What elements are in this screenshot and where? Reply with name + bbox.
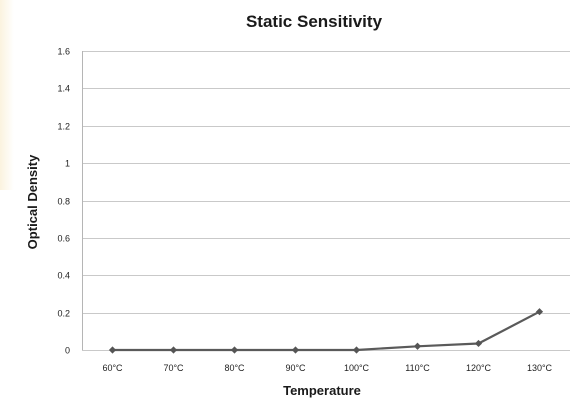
y-tick-label: 1.4: [57, 84, 70, 94]
data-point: [352, 346, 361, 354]
x-tick-labels: 60°C 70°C 80°C 90°C 100°C 110°C 120°C 130°C: [102, 363, 552, 373]
y-tick-label: 0.8: [57, 197, 70, 207]
x-tick-label: 100°C: [344, 363, 370, 373]
x-tick-label: 110°C: [405, 363, 430, 373]
x-tick-label: 60°C: [102, 363, 123, 373]
x-tick-label: 90°C: [285, 363, 306, 373]
series-line: [112, 310, 541, 352]
x-tick-label: 80°C: [224, 363, 245, 373]
data-point: [291, 346, 300, 354]
y-tick-label: 1.6: [57, 47, 70, 57]
x-tick-label: 120°C: [466, 363, 492, 373]
data-point: [108, 346, 117, 354]
data-point: [535, 308, 544, 316]
data-point: [413, 342, 422, 350]
y-tick-label: 0.6: [57, 234, 70, 244]
x-tick-label: 70°C: [163, 363, 184, 373]
y-axis-title: Optical Density: [25, 154, 40, 249]
data-point: [230, 346, 239, 354]
gridlines: [82, 51, 570, 351]
left-edge-tint: [0, 0, 14, 190]
chart-title: Static Sensitivity: [246, 12, 383, 31]
y-tick-labels: 0 0.2 0.4 0.6 0.8 1 1.2 1.4 1.6: [57, 47, 70, 356]
y-tick-label: 0: [65, 346, 70, 356]
x-tick-label: 130°C: [527, 363, 553, 373]
data-series: [108, 308, 544, 354]
y-tick-label: 0.4: [57, 271, 70, 281]
y-tick-label: 1: [65, 159, 70, 169]
data-point: [474, 339, 483, 348]
x-axis-title: Temperature: [283, 383, 361, 398]
y-tick-label: 1.2: [57, 122, 70, 132]
data-point: [169, 346, 178, 354]
y-tick-label: 0.2: [57, 309, 70, 319]
